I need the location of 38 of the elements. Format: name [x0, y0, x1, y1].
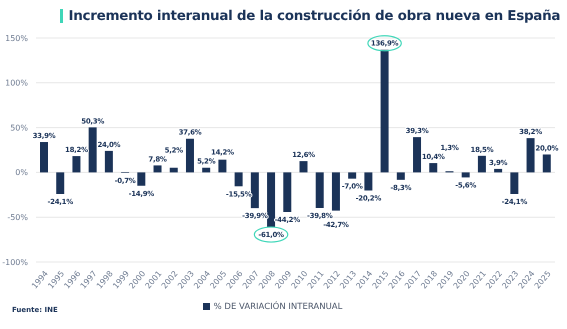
- bar: [300, 161, 308, 172]
- bar: [186, 138, 194, 172]
- bar: [494, 168, 502, 172]
- bar: [542, 154, 551, 172]
- bar: [283, 172, 292, 212]
- bar: [218, 160, 226, 172]
- y-tick-label: 50%: [10, 123, 28, 132]
- bar: [88, 127, 97, 172]
- bar: [413, 137, 422, 172]
- bar: [170, 168, 178, 172]
- bar: [332, 172, 340, 211]
- bar: [462, 172, 470, 178]
- bar: [72, 156, 80, 172]
- y-tick-label: 100%: [5, 78, 28, 88]
- y-tick-label: -50%: [7, 213, 28, 222]
- bar: [154, 165, 162, 172]
- bar: [234, 172, 243, 186]
- y-tick-label: 150%: [5, 34, 28, 43]
- bar: [250, 172, 259, 208]
- bar: [478, 156, 486, 172]
- bar: [429, 163, 438, 172]
- bar: [56, 172, 64, 194]
- bar: [348, 172, 356, 179]
- bar: [510, 172, 518, 194]
- bar: [364, 172, 372, 190]
- legend-label: % DE VARIACIÓN INTERANUAL: [214, 302, 342, 312]
- y-tick-label: 0%: [15, 168, 28, 178]
- bar: [267, 172, 276, 228]
- chart-title: Incremento interanual de la construcción de obra nueva en España: [68, 8, 560, 24]
- bar: [396, 172, 405, 180]
- y-tick-label: -100%: [2, 258, 28, 267]
- bar: [137, 172, 146, 186]
- bar: [40, 142, 48, 172]
- bar: [104, 150, 113, 172]
- bar: [380, 50, 389, 172]
- bar: [526, 138, 535, 172]
- bar: [316, 172, 324, 208]
- bar: [202, 168, 210, 172]
